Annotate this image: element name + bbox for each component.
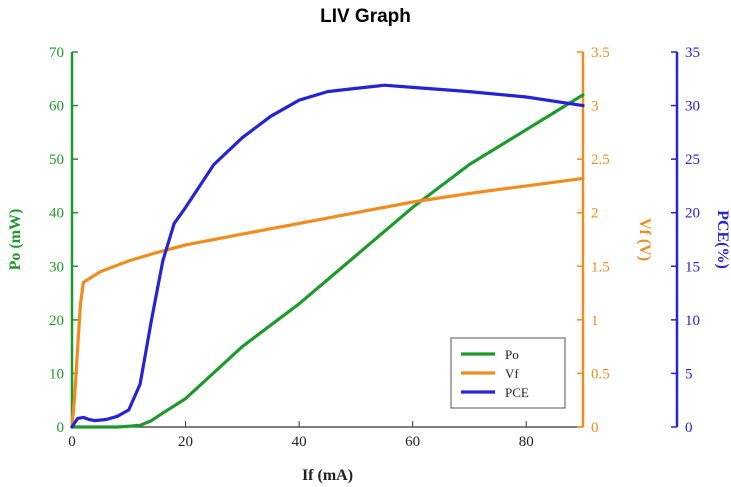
right1-axis-title: Vf (V): [636, 218, 653, 261]
left-tick-label: 30: [49, 259, 64, 275]
left-tick-label: 70: [49, 45, 64, 61]
left-tick-label: 60: [49, 99, 64, 115]
legend-label-vf: Vf: [505, 366, 519, 381]
left-tick-label: 10: [49, 366, 64, 382]
left-axis-title: Po (mW): [7, 209, 24, 271]
right1-tick-label: 2: [591, 206, 599, 222]
chart-title: LIV Graph: [320, 6, 411, 27]
x-tick-label: 60: [405, 434, 420, 450]
left-tick-label: 20: [49, 313, 64, 329]
series-vf-line: [70, 176, 585, 429]
right2-tick-label: 30: [685, 99, 700, 115]
right1-tick-label: 0.5: [591, 366, 610, 382]
left-tick-label: 40: [49, 206, 64, 222]
x-tick-label: 0: [68, 434, 76, 450]
right2-tick-label: 35: [685, 45, 700, 61]
right2-tick-label: 15: [685, 259, 700, 275]
left-tick-label: 0: [57, 420, 65, 436]
right1-tick-label: 2.5: [591, 152, 610, 168]
right1-tick-label: 0: [591, 420, 599, 436]
right1-tick-label: 1.5: [591, 259, 610, 275]
series-po-line: [70, 93, 585, 429]
legend-label-po: Po: [505, 347, 519, 362]
right1-tick-label: 3.5: [591, 45, 610, 61]
right1-tick-label: 3: [591, 99, 599, 115]
x-tick-label: 20: [178, 434, 193, 450]
x-tick-label: 40: [292, 434, 307, 450]
right2-tick-label: 20: [685, 206, 700, 222]
right2-tick-label: 0: [685, 420, 693, 436]
right1-tick-label: 1: [591, 313, 599, 329]
right2-tick-label: 10: [685, 313, 700, 329]
right2-axis-title: PCE(%): [714, 210, 731, 269]
x-axis-title: If (mA): [302, 467, 353, 484]
series-pce-line: [70, 83, 585, 429]
right2-tick-label: 25: [685, 152, 700, 168]
left-tick-label: 50: [49, 152, 64, 168]
right2-tick-label: 5: [685, 366, 693, 382]
legend-label-pce: PCE: [505, 385, 529, 400]
x-tick-label: 80: [519, 434, 534, 450]
